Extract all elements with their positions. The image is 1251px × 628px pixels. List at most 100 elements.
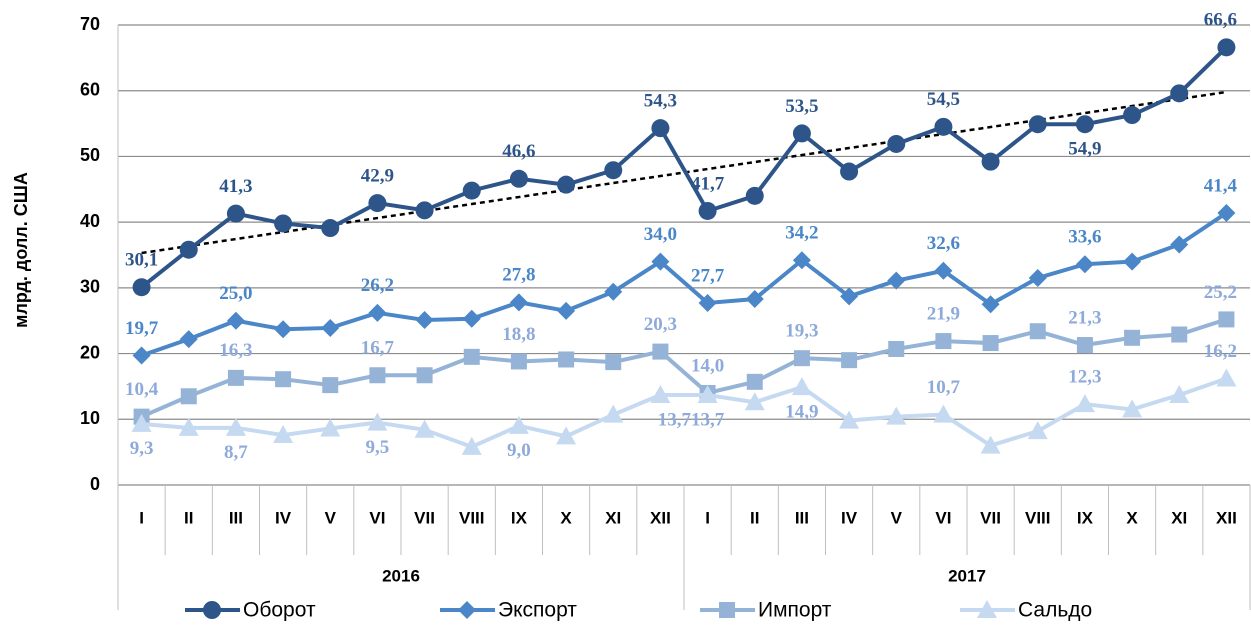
x-tick-label: V	[325, 508, 337, 527]
x-tick-label: VIII	[459, 508, 485, 527]
marker	[745, 186, 764, 205]
data-label: 19,3	[785, 321, 818, 342]
marker	[179, 330, 198, 349]
legend-label: Экспорт	[498, 599, 577, 622]
series-line	[140, 317, 1228, 419]
marker	[415, 311, 434, 330]
marker	[887, 134, 906, 153]
marker	[557, 301, 576, 320]
marker	[367, 412, 388, 431]
data-label: 9,0	[507, 440, 531, 461]
data-label: 20,3	[644, 314, 677, 335]
data-label: 25,0	[219, 283, 252, 304]
marker	[462, 181, 481, 200]
data-label: 54,3	[644, 91, 677, 112]
marker	[179, 240, 198, 259]
y-tick-label: 40	[80, 211, 100, 231]
marker	[274, 320, 293, 339]
x-tick-label: X	[560, 508, 572, 527]
marker	[935, 333, 952, 350]
data-label: 16,2	[1204, 341, 1237, 362]
marker	[461, 436, 482, 455]
marker	[226, 204, 245, 223]
marker	[131, 413, 152, 432]
marker	[792, 124, 811, 143]
data-label: 53,5	[785, 96, 818, 117]
marker	[841, 352, 858, 369]
marker	[888, 340, 905, 357]
marker	[458, 601, 476, 619]
data-label: 27,7	[691, 265, 725, 286]
marker	[462, 309, 481, 328]
marker	[792, 251, 811, 270]
marker	[1028, 115, 1047, 134]
y-tick-label: 30	[80, 277, 100, 297]
y-tick-label: 0	[90, 474, 100, 494]
y-axis-title: млрд. долл. США	[11, 172, 31, 328]
x-tick-label: V	[891, 508, 903, 527]
legend-item: Экспорт	[440, 599, 577, 622]
marker	[558, 351, 575, 368]
y-tick-label: 60	[80, 79, 100, 99]
data-label: 16,7	[361, 338, 395, 359]
marker	[603, 404, 624, 423]
data-label: 19,7	[125, 318, 159, 339]
marker	[1171, 326, 1188, 343]
data-label: 12,3	[1068, 367, 1101, 388]
marker	[322, 377, 339, 394]
marker	[604, 282, 623, 301]
data-label: 10,4	[125, 379, 159, 400]
marker	[556, 426, 577, 445]
legend-item: Оборот	[185, 599, 316, 622]
marker	[369, 367, 386, 384]
marker	[651, 252, 670, 271]
marker	[1169, 384, 1190, 403]
marker	[1075, 115, 1094, 134]
marker	[368, 303, 387, 322]
x-tick-label: II	[750, 508, 759, 527]
marker	[1123, 252, 1142, 271]
data-label: 34,2	[785, 223, 818, 244]
marker	[368, 194, 387, 213]
data-label: 13,7	[658, 409, 692, 430]
marker	[132, 278, 151, 297]
data-label: 54,9	[1068, 139, 1101, 160]
series-line	[140, 211, 1228, 358]
data-label: 9,5	[366, 437, 390, 458]
y-tick-label: 20	[80, 342, 100, 362]
marker	[1216, 368, 1237, 387]
marker	[1029, 323, 1046, 340]
marker	[1170, 84, 1189, 103]
legend-item: Сальдо	[960, 599, 1092, 622]
data-label: 30,1	[125, 250, 158, 271]
marker	[977, 600, 997, 618]
data-label: 10,7	[927, 377, 961, 398]
marker	[1028, 269, 1047, 287]
marker	[719, 602, 735, 618]
marker	[1027, 421, 1048, 440]
y-tick-label: 70	[80, 14, 100, 34]
marker	[981, 152, 1000, 171]
marker	[1217, 203, 1236, 222]
marker	[274, 214, 293, 233]
series-line	[141, 376, 1228, 450]
marker	[791, 377, 812, 396]
x-tick-label: VII	[980, 508, 1001, 527]
data-label: 18,8	[502, 324, 535, 345]
marker	[273, 425, 294, 444]
x-tick-label: III	[229, 508, 243, 527]
marker	[840, 162, 859, 181]
marker	[746, 373, 763, 390]
marker	[1074, 394, 1095, 413]
x-tick-label: IV	[841, 508, 858, 527]
data-label: 25,2	[1204, 282, 1237, 303]
series-line	[140, 45, 1228, 289]
marker	[793, 350, 810, 367]
marker	[1122, 399, 1143, 418]
marker	[1123, 106, 1142, 125]
marker	[557, 175, 576, 194]
marker	[605, 354, 622, 371]
marker	[1218, 311, 1235, 328]
x-tick-label: VI	[369, 508, 385, 527]
